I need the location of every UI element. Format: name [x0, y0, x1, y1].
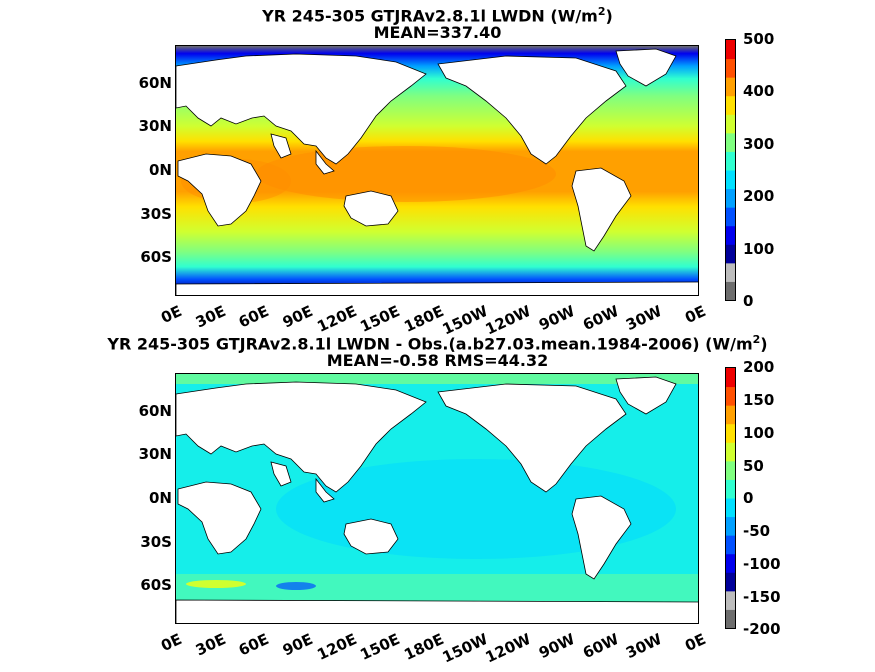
colorbar-swatch	[726, 423, 735, 443]
panel2-cbar-tick: -200	[743, 620, 781, 638]
colorbar-swatch	[726, 386, 735, 406]
panel1-cbar-tick: 200	[743, 187, 775, 205]
colorbar-swatch	[726, 516, 735, 536]
panel2-cbar-tick: -100	[743, 555, 781, 573]
colorbar-swatch	[726, 207, 735, 227]
colorbar-swatch	[726, 553, 735, 573]
colorbar-swatch	[726, 609, 735, 629]
panel1-cbar-tick: 100	[743, 240, 775, 258]
panel1-map-svg	[176, 46, 698, 295]
panel1-cbar-tick: 400	[743, 82, 775, 100]
panel2-lat-tick: 30S	[140, 533, 172, 551]
colorbar-swatch	[726, 114, 735, 134]
panel2-cbar-tick: 100	[743, 424, 775, 442]
panel2-subtitle: MEAN=-0.58 RMS=44.32	[326, 351, 549, 370]
colorbar-swatch	[726, 262, 735, 282]
panel2-title-sup: 2	[752, 333, 761, 346]
panel1-colorbar-svg	[726, 40, 735, 301]
panel1-lat-tick: 30S	[140, 205, 172, 223]
colorbar-swatch	[726, 535, 735, 555]
colorbar-swatch	[726, 281, 735, 301]
panel2-title-text: YR 245-305 GTJRAv2.8.1l LWDN - Obs.(a.b2…	[107, 334, 753, 354]
panel1-cbar-tick: 0	[743, 292, 754, 310]
panel1-title-text: YR 245-305 GTJRAv2.8.1l LWDN (W/m	[262, 6, 598, 26]
colorbar-swatch	[726, 188, 735, 208]
colorbar-swatch	[726, 442, 735, 462]
panel2-cbar-tick: 0	[743, 489, 754, 507]
colorbar-swatch	[726, 244, 735, 264]
colorbar-swatch	[726, 132, 735, 152]
panel1-cbar-tick: 300	[743, 135, 775, 153]
colorbar-swatch	[726, 590, 735, 610]
panel2-lat-tick: 30N	[138, 445, 172, 463]
panel2-cbar-tick: 200	[743, 358, 775, 376]
colorbar-swatch	[726, 460, 735, 480]
panel1-title-close: )	[605, 6, 613, 26]
panel1-cbar-tick: 500	[743, 30, 775, 48]
panel1-lat-tick: 60N	[138, 74, 172, 92]
colorbar-swatch	[726, 170, 735, 190]
colorbar-swatch	[726, 405, 735, 425]
colorbar-swatch	[726, 368, 735, 388]
colorbar-swatch	[726, 479, 735, 499]
colorbar-swatch	[726, 95, 735, 115]
panel1-colorbar	[725, 39, 736, 301]
panel2-lat-tick: 0N	[149, 489, 172, 507]
panel1-map	[175, 45, 699, 296]
panel2-lat-tick: 60N	[138, 402, 172, 420]
panel2-cbar-tick: -150	[743, 588, 781, 606]
panel2-title: YR 245-305 GTJRAv2.8.1l LWDN - Obs.(a.b2…	[0, 330, 875, 353]
panel1-title: YR 245-305 GTJRAv2.8.1l LWDN (W/m2)	[0, 2, 875, 25]
panel1-lat-tick: 30N	[138, 117, 172, 135]
colorbar-swatch	[726, 77, 735, 97]
panel2-map-svg	[176, 374, 698, 623]
colorbar-swatch	[726, 58, 735, 78]
panel2-colorbar	[725, 367, 736, 629]
colorbar-swatch	[726, 225, 735, 245]
panel1-title-sup: 2	[597, 5, 606, 18]
colorbar-swatch	[726, 151, 735, 171]
panel2-map	[175, 373, 699, 624]
panel1-lat-tick: 0N	[149, 161, 172, 179]
panel2-title-close: )	[760, 334, 768, 354]
panel2-cbar-tick: -50	[743, 522, 771, 540]
panel2-lat-tick: 60S	[140, 576, 172, 594]
panel1-lat-tick: 60S	[140, 248, 172, 266]
colorbar-swatch	[726, 572, 735, 592]
colorbar-swatch	[726, 40, 735, 60]
panel2-cbar-tick: 50	[743, 457, 764, 475]
panel2-cbar-tick: 150	[743, 391, 775, 409]
colorbar-swatch	[726, 498, 735, 518]
panel2-colorbar-svg	[726, 368, 735, 629]
panel1-subtitle: MEAN=337.40	[373, 23, 502, 42]
